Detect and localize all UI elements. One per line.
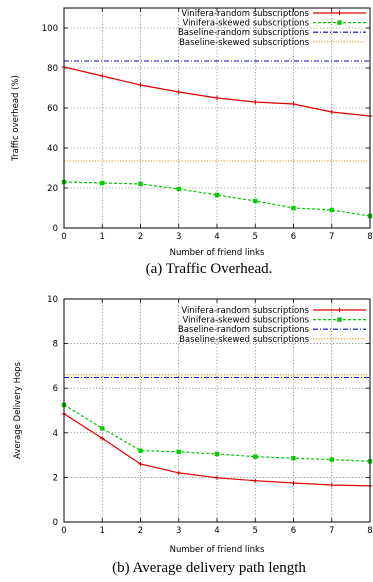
data-point — [214, 451, 220, 457]
x-tick-label: 7 — [329, 526, 334, 536]
legend-marker — [337, 317, 342, 322]
data-point — [138, 461, 143, 467]
legend: Vinifera-random subscriptionsVinifera-sk… — [178, 306, 366, 345]
x-tick-label: 4 — [214, 526, 219, 536]
data-point — [329, 457, 334, 462]
data-point — [138, 448, 143, 453]
legend-label: Baseline-random subscriptions — [178, 28, 310, 38]
data-point — [100, 73, 105, 79]
y-tick-label: 0 — [53, 224, 58, 234]
chart-delivery-path-length: 0 1 2 3 4 5 6 7 8 0 2 4 6 8 10 Vinifera-random subscrip… — [13, 295, 373, 576]
data-point — [214, 475, 220, 481]
data-point — [291, 480, 296, 486]
legend-label: Vinifera-random subscriptions — [181, 306, 309, 316]
data-point — [100, 436, 105, 441]
x-tick-label: 1 — [100, 526, 105, 536]
legend-marker — [337, 307, 342, 313]
data-point — [138, 181, 143, 187]
legend-label: Vinifera-random subscriptions — [181, 9, 309, 19]
x-tick-label: 0 — [61, 232, 66, 242]
data-point — [253, 454, 258, 459]
legend-label: Baseline-skewed subscriptions — [179, 335, 310, 345]
legend-marker — [337, 10, 342, 16]
data-point — [176, 89, 181, 95]
data-point — [176, 470, 181, 476]
y-tick-label: 40 — [47, 144, 58, 154]
data-point — [100, 426, 105, 431]
x-tick-label: 6 — [291, 232, 296, 242]
data-point — [329, 482, 334, 488]
y-axis-label: Average Delivery Hops — [13, 361, 23, 459]
data-point — [176, 449, 181, 454]
x-tick-label: 5 — [253, 232, 258, 242]
x-tick-label: 3 — [176, 232, 181, 242]
x-tick-label: 2 — [138, 232, 143, 242]
x-tick-label: 4 — [214, 232, 219, 242]
plot-frame — [63, 298, 371, 523]
data-point — [253, 198, 258, 204]
data-point — [329, 207, 334, 213]
series-line — [63, 181, 371, 217]
x-tick-label: 8 — [367, 526, 372, 536]
y-tick-label: 100 — [42, 24, 58, 34]
y-axis-label: Traffic overhead (%) — [11, 75, 21, 162]
legend-label: Vinifera-skewed subscriptions — [182, 19, 309, 29]
legend-marker — [337, 20, 342, 25]
x-tick-label: 8 — [367, 232, 372, 242]
y-tick-label: 10 — [47, 295, 58, 305]
figure-caption: (b) Average delivery path length — [112, 560, 306, 576]
x-tick-label: 6 — [291, 526, 296, 536]
legend-label: Baseline-skewed subscriptions — [179, 38, 310, 48]
x-tick-label: 0 — [61, 526, 66, 536]
x-axis-label: Number of friend links — [170, 248, 265, 258]
x-tick-label: 3 — [176, 526, 181, 536]
legend: Vinifera-random subscriptionsVinifera-sk… — [178, 9, 366, 48]
data-point — [329, 109, 334, 115]
data-point — [291, 456, 296, 461]
y-tick-label: 8 — [53, 340, 58, 350]
y-tick-label: 80 — [47, 64, 58, 74]
y-tick-label: 6 — [53, 384, 58, 394]
data-point — [253, 99, 258, 105]
data-point — [176, 186, 181, 192]
legend-label: Baseline-random subscriptions — [178, 325, 310, 335]
plot-frame — [63, 7, 371, 229]
data-point — [100, 180, 105, 186]
y-tick-label: 20 — [47, 184, 58, 194]
data-point — [291, 101, 296, 107]
data-point — [253, 478, 258, 483]
y-tick-label: 60 — [47, 104, 58, 114]
x-tick-label: 7 — [329, 232, 334, 242]
data-point — [138, 82, 143, 88]
y-tick-label: 2 — [53, 473, 58, 483]
figure-caption: (a) Traffic Overhead. — [146, 261, 273, 277]
data-point — [214, 95, 220, 101]
legend-label: Vinifera-skewed subscriptions — [182, 316, 309, 326]
data-point — [291, 205, 296, 211]
x-tick-label: 2 — [138, 526, 143, 536]
data-point — [214, 192, 220, 198]
gridlines — [64, 8, 370, 228]
x-tick-label: 1 — [100, 232, 105, 242]
y-tick-label: 4 — [53, 429, 58, 439]
x-axis-label: Number of friend links — [170, 545, 265, 555]
x-tick-label: 5 — [253, 526, 258, 536]
y-tick-label: 0 — [53, 518, 58, 528]
series-vinifera-skewed-subscriptions — [61, 179, 373, 219]
